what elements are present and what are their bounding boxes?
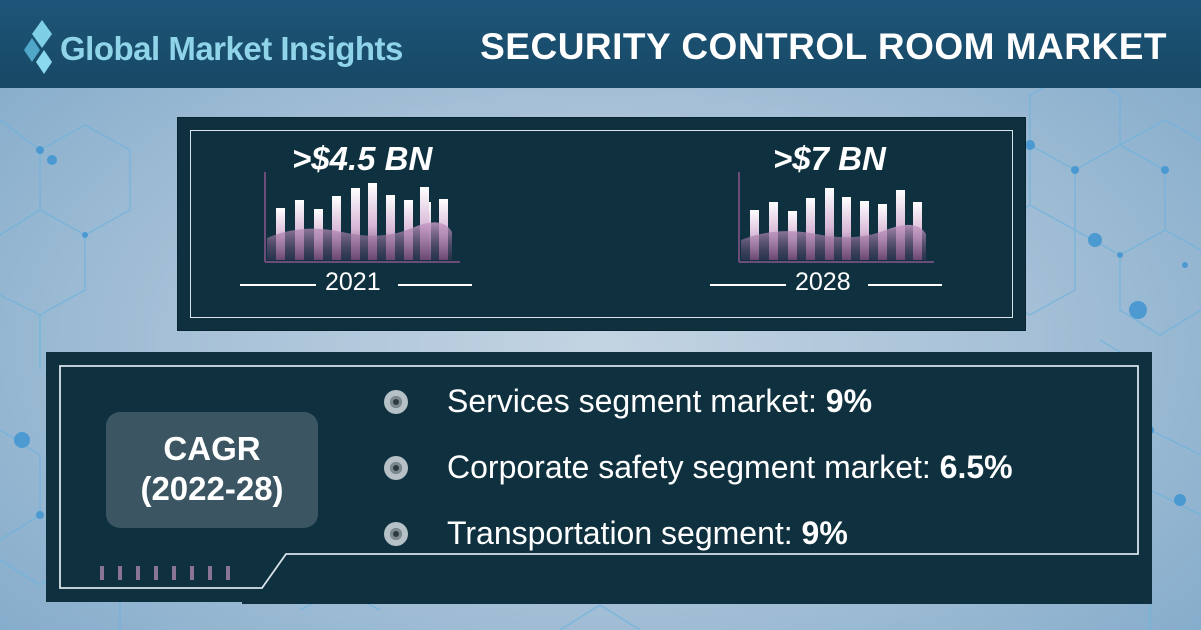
cagr-label: CAGR — [163, 430, 261, 467]
bullet-icon — [384, 390, 408, 414]
year-label-2021: 2021 — [325, 268, 381, 296]
brand-logo: Global Market Insights — [22, 16, 422, 76]
stat-value-2021: >$4.5 BN — [292, 140, 433, 177]
segment-transportation: Transportation segment: 9% — [447, 515, 848, 551]
bullet-icon — [384, 522, 408, 546]
stat-value-2028: >$7 BN — [773, 140, 886, 177]
logo-diamond-icon — [24, 20, 52, 74]
segment-corporate-safety: Corporate safety segment market: 6.5% — [447, 449, 1013, 485]
bar-chart-icon — [264, 172, 460, 263]
brand-name: Global Market Insights — [60, 30, 403, 67]
cagr-period: (2022-28) — [140, 470, 284, 507]
bar-chart-icon — [738, 172, 934, 263]
year-rule-right — [868, 284, 942, 286]
page-title: SECURITY CONTROL ROOM MARKET — [480, 26, 1167, 67]
bullet-icon — [384, 456, 408, 480]
year-rule-left — [710, 284, 786, 286]
cagr-label-box: CAGR (2022-28) — [106, 412, 318, 528]
cagr-panel — [46, 352, 1152, 604]
year-label-2028: 2028 — [795, 268, 851, 296]
segment-services: Services segment market: 9% — [447, 383, 873, 419]
header-banner: Global Market Insights SECURITY CONTROL … — [0, 0, 1201, 88]
stats-panel-border — [190, 130, 1013, 318]
year-rule-right — [398, 284, 472, 286]
year-rule-left — [240, 284, 316, 286]
